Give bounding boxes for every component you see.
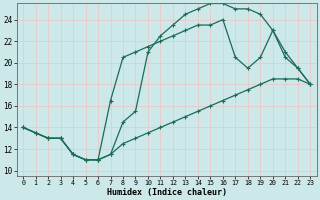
X-axis label: Humidex (Indice chaleur): Humidex (Indice chaleur) — [107, 188, 227, 197]
